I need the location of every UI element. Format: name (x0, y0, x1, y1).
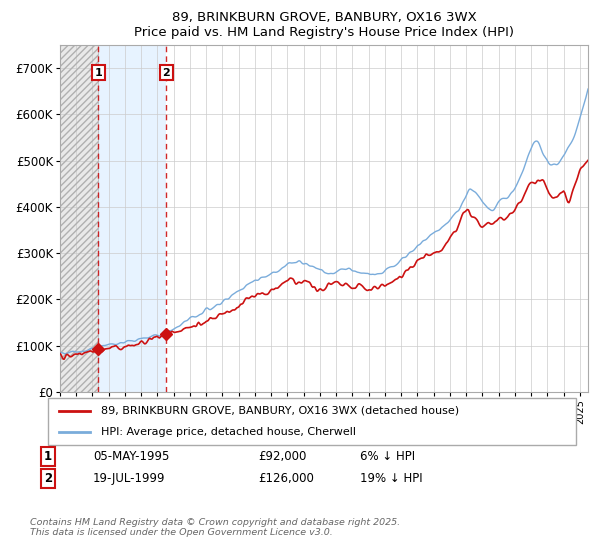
Bar (60, 45, 98, 392)
Text: 19-JUL-1999: 19-JUL-1999 (93, 472, 166, 486)
Text: £126,000: £126,000 (258, 472, 314, 486)
Text: 2: 2 (44, 472, 52, 486)
Text: 6% ↓ HPI: 6% ↓ HPI (360, 450, 415, 463)
Bar (60, 45, 98, 392)
Text: 1: 1 (94, 68, 102, 78)
Text: 19% ↓ HPI: 19% ↓ HPI (360, 472, 422, 486)
FancyBboxPatch shape (48, 398, 576, 445)
Text: 1: 1 (44, 450, 52, 463)
Text: 05-MAY-1995: 05-MAY-1995 (93, 450, 169, 463)
Text: £92,000: £92,000 (258, 450, 307, 463)
Text: Contains HM Land Registry data © Crown copyright and database right 2025.
This d: Contains HM Land Registry data © Crown c… (30, 518, 400, 538)
Bar (98, 45, 166, 392)
Text: HPI: Average price, detached house, Cherwell: HPI: Average price, detached house, Cher… (101, 427, 356, 437)
Title: 89, BRINKBURN GROVE, BANBURY, OX16 3WX
Price paid vs. HM Land Registry's House P: 89, BRINKBURN GROVE, BANBURY, OX16 3WX P… (134, 11, 514, 39)
Text: 2: 2 (163, 68, 170, 78)
Text: 89, BRINKBURN GROVE, BANBURY, OX16 3WX (detached house): 89, BRINKBURN GROVE, BANBURY, OX16 3WX (… (101, 406, 459, 416)
